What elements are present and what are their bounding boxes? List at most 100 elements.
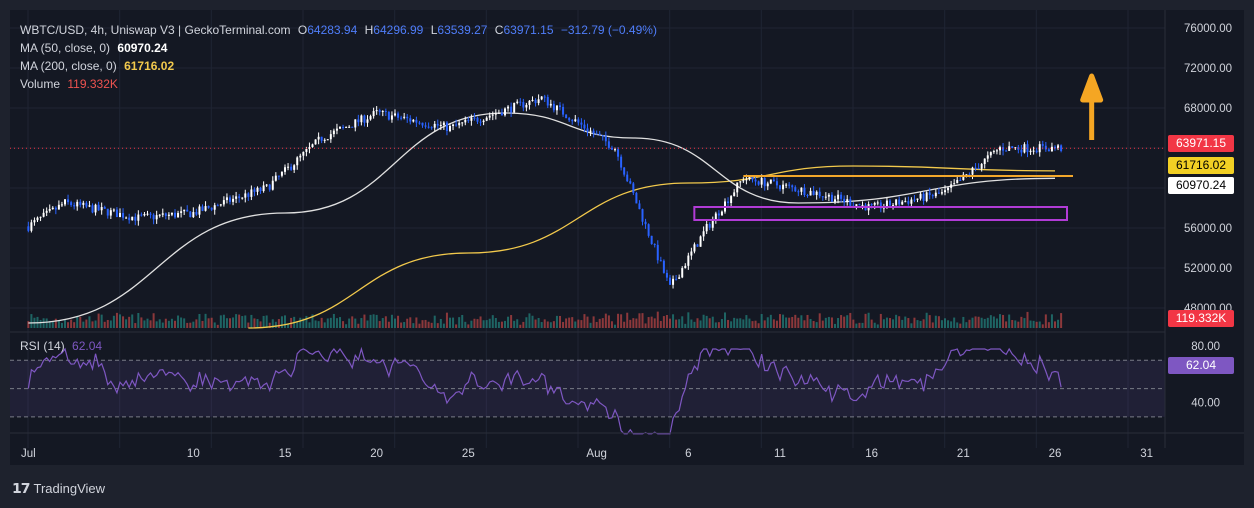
annotations <box>10 73 1165 221</box>
volume-bar <box>742 319 745 328</box>
candle-body <box>592 130 595 134</box>
volume-bar <box>672 314 675 328</box>
candle-body <box>305 148 308 152</box>
volume-bar <box>60 322 63 328</box>
volume-bar <box>980 317 983 328</box>
candle-body <box>720 211 723 216</box>
chart-canvas[interactable]: 76000.0072000.0068000.0064000.0060000.00… <box>10 10 1244 465</box>
candle-body <box>363 115 366 123</box>
volume-bar <box>754 320 757 328</box>
tradingview-logo-icon: 𝟭𝟳 <box>12 480 31 496</box>
volume-bar <box>977 316 980 328</box>
candle-body <box>449 125 451 131</box>
rsi-legend[interactable]: RSI (14) 62.04 <box>20 339 106 353</box>
candle-body <box>119 213 121 218</box>
candle-body <box>430 127 433 129</box>
volume-bar <box>85 319 88 328</box>
candle-body <box>125 217 128 219</box>
candle-body <box>980 164 983 169</box>
candle-body <box>247 193 250 197</box>
chart-frame[interactable]: 76000.0072000.0068000.0064000.0060000.00… <box>10 10 1244 465</box>
volume-bar <box>485 320 488 328</box>
candle-body <box>510 106 513 113</box>
candle-body <box>229 197 231 202</box>
volume-bar <box>351 316 354 328</box>
candle-body <box>504 108 506 116</box>
candle-body <box>290 166 293 170</box>
volume-bar <box>152 313 155 328</box>
candle-body <box>262 185 265 192</box>
tradingview-logo[interactable]: 𝟭𝟳 TradingView <box>12 480 105 497</box>
candle-body <box>516 101 519 103</box>
volume-bar <box>183 318 186 328</box>
volume-bar <box>241 316 244 328</box>
candle-body <box>1044 145 1047 150</box>
candle-body <box>565 114 568 119</box>
candle-body <box>378 110 381 112</box>
volume-bar <box>109 320 112 328</box>
volume-bar <box>302 318 305 328</box>
volume-value: 119.332K <box>67 77 118 91</box>
volume-bar <box>944 318 946 328</box>
ma200-line <box>248 165 1056 329</box>
ma50-legend[interactable]: MA (50, close, 0) 60970.24 <box>20 41 171 55</box>
candle-body <box>766 183 769 187</box>
candle-body <box>296 157 299 166</box>
candle-body <box>947 187 950 191</box>
volume-legend[interactable]: Volume 119.332K <box>20 77 122 91</box>
volume-bar <box>702 314 705 328</box>
time-tick-label: 26 <box>1049 448 1062 460</box>
candle-body <box>76 201 79 207</box>
candle-body <box>690 251 693 256</box>
volume-bar <box>232 317 235 328</box>
candle-body <box>458 122 461 126</box>
tradingview-wordmark: TradingView <box>33 481 106 496</box>
candle-body <box>928 192 931 196</box>
volume-bar <box>403 322 406 328</box>
symbol-title[interactable]: WBTC/USD, 4h, Uniswap V3 | GeckoTerminal… <box>20 23 291 37</box>
volume-bar <box>791 316 794 328</box>
candle-body <box>455 124 458 126</box>
volume-bar <box>620 314 623 328</box>
volume-bar <box>1035 321 1038 328</box>
candle-body <box>1008 146 1011 151</box>
candle-body <box>409 118 412 122</box>
volume-bar <box>424 319 427 328</box>
candle-body <box>849 199 852 206</box>
volume-bar <box>898 316 901 328</box>
volume-bar <box>494 318 497 328</box>
candle-body <box>604 135 607 142</box>
volume-bar <box>204 313 207 328</box>
ma200-legend[interactable]: MA (200, close, 0) 61716.02 <box>20 59 178 73</box>
candle-body <box>959 179 962 181</box>
candle-body <box>782 184 785 190</box>
volume-bar <box>983 318 986 328</box>
candle-body <box>97 204 100 211</box>
candle-body <box>540 96 543 100</box>
volume-bar <box>400 322 403 328</box>
volume-bar <box>461 314 464 328</box>
price-tick-label: 56000.00 <box>1184 223 1232 235</box>
volume-bar <box>284 315 286 328</box>
volume-bar <box>387 321 390 328</box>
volume-bar <box>427 321 430 328</box>
volume-bar <box>335 318 338 328</box>
candle-body <box>901 201 904 205</box>
volume-bar <box>491 315 494 328</box>
candle-body <box>834 199 836 202</box>
volume-bar <box>580 320 583 328</box>
candle-body <box>837 194 840 200</box>
volume-bar <box>892 319 895 328</box>
candle-body <box>88 205 91 207</box>
candle-body <box>846 199 849 203</box>
candle-body <box>623 167 626 175</box>
candle-body <box>470 117 473 121</box>
candle-body <box>342 126 345 128</box>
volume-bar <box>730 321 733 328</box>
candle-body <box>843 198 846 203</box>
candle-body <box>595 133 598 135</box>
candle-body <box>1038 144 1041 153</box>
candle-body <box>473 117 476 119</box>
candle-body <box>109 210 112 216</box>
volume-bar <box>681 316 684 328</box>
